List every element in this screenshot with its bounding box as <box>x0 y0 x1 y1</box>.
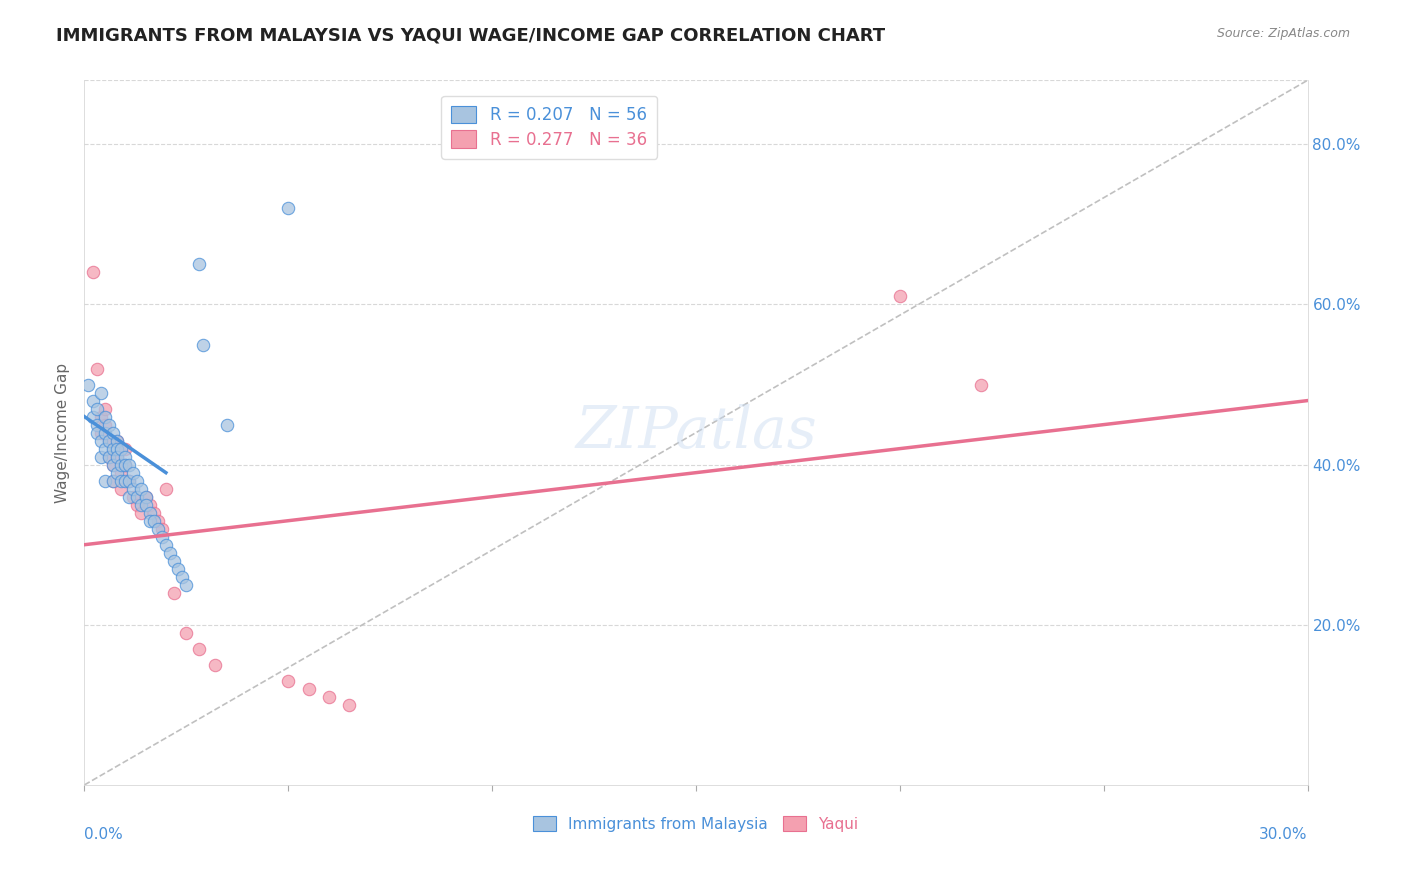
Point <box>86 361 108 376</box>
Point <box>167 562 190 576</box>
Point <box>82 265 104 279</box>
Point <box>114 450 136 464</box>
Point <box>131 482 153 496</box>
Point <box>93 474 115 488</box>
Point <box>142 514 165 528</box>
Point <box>97 434 120 448</box>
Legend: Immigrants from Malaysia, Yaqui: Immigrants from Malaysia, Yaqui <box>524 806 868 841</box>
Point <box>114 442 136 456</box>
Point <box>97 434 120 448</box>
Point <box>118 474 141 488</box>
Point <box>146 514 169 528</box>
Point <box>135 490 157 504</box>
Point <box>97 417 120 432</box>
Point <box>101 458 124 472</box>
Point <box>114 474 136 488</box>
Point <box>97 450 120 464</box>
Point <box>970 377 993 392</box>
Point <box>101 474 124 488</box>
Point <box>131 498 153 512</box>
Point <box>339 698 361 712</box>
Point <box>142 506 165 520</box>
Point <box>97 450 120 464</box>
Point <box>889 289 911 303</box>
Point <box>163 586 186 600</box>
Text: 30.0%: 30.0% <box>1260 827 1308 842</box>
Point <box>174 625 197 640</box>
Point <box>118 458 141 472</box>
Point <box>159 546 181 560</box>
Point <box>93 425 115 440</box>
Point <box>110 466 132 480</box>
Point <box>187 257 209 271</box>
Point <box>93 442 115 456</box>
Point <box>114 458 136 472</box>
Point <box>298 681 321 696</box>
Point <box>122 490 145 504</box>
Point <box>277 202 299 216</box>
Point <box>138 506 160 520</box>
Point <box>86 425 108 440</box>
Point <box>82 409 104 424</box>
Point <box>150 530 173 544</box>
Y-axis label: Wage/Income Gap: Wage/Income Gap <box>55 362 70 503</box>
Point <box>105 450 128 464</box>
Point <box>86 417 108 432</box>
Text: 0.0%: 0.0% <box>84 827 124 842</box>
Point <box>110 482 132 496</box>
Point <box>110 458 132 472</box>
Point <box>191 337 214 351</box>
Point <box>93 417 115 432</box>
Point <box>138 498 160 512</box>
Point <box>277 673 299 688</box>
Point <box>105 434 128 448</box>
Point <box>93 401 115 416</box>
Point <box>187 641 209 656</box>
Point <box>155 538 177 552</box>
Point <box>172 570 194 584</box>
Point <box>93 409 115 424</box>
Point <box>127 498 149 512</box>
Point <box>101 425 124 440</box>
Point <box>318 690 340 704</box>
Point <box>90 409 112 424</box>
Point <box>90 425 112 440</box>
Point <box>105 442 128 456</box>
Text: IMMIGRANTS FROM MALAYSIA VS YAQUI WAGE/INCOME GAP CORRELATION CHART: IMMIGRANTS FROM MALAYSIA VS YAQUI WAGE/I… <box>56 27 886 45</box>
Point <box>122 466 145 480</box>
Point <box>90 434 112 448</box>
Point <box>90 450 112 464</box>
Point <box>105 434 128 448</box>
Point <box>150 522 173 536</box>
Point <box>101 474 124 488</box>
Point <box>174 578 197 592</box>
Point <box>110 442 132 456</box>
Point <box>138 514 160 528</box>
Point <box>118 474 141 488</box>
Point <box>86 401 108 416</box>
Point <box>217 417 239 432</box>
Text: Source: ZipAtlas.com: Source: ZipAtlas.com <box>1216 27 1350 40</box>
Point <box>131 506 153 520</box>
Point <box>204 657 226 672</box>
Point <box>127 474 149 488</box>
Point <box>77 377 100 392</box>
Point <box>135 490 157 504</box>
Point <box>122 482 145 496</box>
Point <box>101 442 124 456</box>
Point <box>90 385 112 400</box>
Point <box>105 450 128 464</box>
Point <box>82 393 104 408</box>
Point <box>114 458 136 472</box>
Point <box>101 458 124 472</box>
Point <box>155 482 177 496</box>
Point <box>118 490 141 504</box>
Point <box>127 490 149 504</box>
Point <box>135 498 157 512</box>
Point <box>105 466 128 480</box>
Text: ZIPatlas: ZIPatlas <box>575 404 817 461</box>
Point <box>163 554 186 568</box>
Point <box>110 474 132 488</box>
Point <box>146 522 169 536</box>
